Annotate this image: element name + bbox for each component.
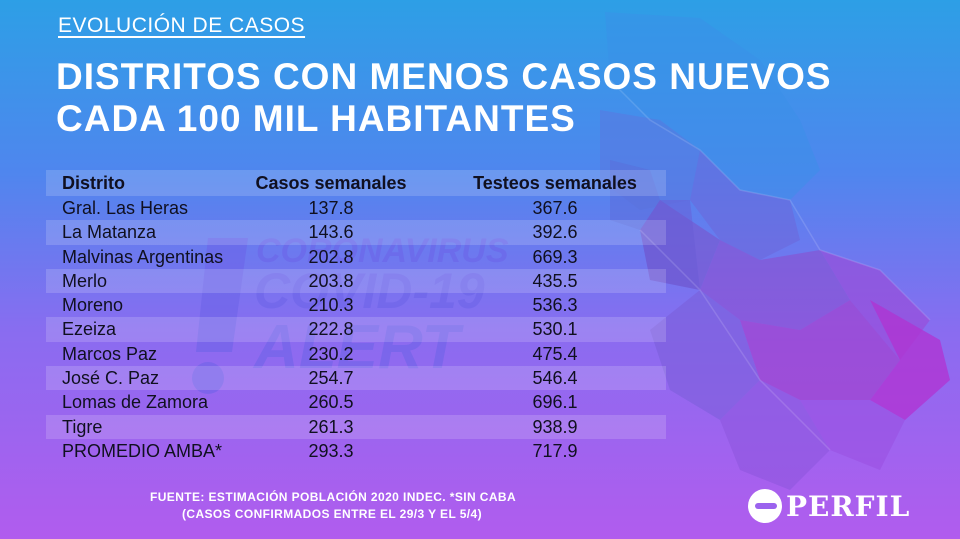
kicker-label: EVOLUCIÓN DE CASOS	[58, 14, 306, 37]
cell-testeos-semanales: 717.9	[532, 440, 578, 461]
table-row: Merlo 203.8 435.5	[46, 268, 666, 294]
footnote-line-2: (CASOS CONFIRMADOS ENTRE EL 29/3 Y EL 5/…	[182, 507, 482, 521]
cell-distrito: Marcos Paz	[62, 343, 158, 364]
cell-testeos-semanales: 536.3	[532, 295, 578, 316]
watermark-line-2: COVID-19	[254, 263, 485, 319]
column-header-testeos: Testeos semanales	[473, 173, 637, 193]
cell-distrito: Malvinas Argentinas	[62, 246, 224, 267]
cell-distrito: Ezeiza	[62, 319, 117, 340]
cell-casos-semanales: 254.7	[308, 368, 354, 389]
cell-casos-semanales: 143.6	[308, 222, 354, 243]
cell-casos-semanales: 222.8	[308, 319, 354, 340]
cell-casos-semanales: 137.8	[308, 198, 354, 218]
table-row: PROMEDIO AMBA* 293.3 717.9	[46, 439, 666, 463]
table-row: Moreno 210.3 536.3	[46, 293, 666, 317]
cell-distrito: Moreno	[62, 295, 124, 316]
perfil-logo: PERFIL	[748, 488, 910, 524]
cell-testeos-semanales: 546.4	[532, 368, 578, 389]
table-row: José C. Paz 254.7 546.4	[46, 366, 666, 391]
cell-testeos-semanales: 475.4	[532, 343, 578, 364]
table-row: Gral. Las Heras 137.8 367.6	[46, 196, 666, 220]
footnote-line-1: FUENTE: ESTIMACIÓN POBLACIÓN 2020 INDEC.…	[150, 490, 517, 504]
cell-casos-semanales: 260.5	[308, 392, 354, 413]
page-title: DISTRITOS CON MENOS CASOS NUEVOS CADA 10…	[56, 56, 832, 139]
watermark-line-1: CORONAVIRUS	[256, 232, 509, 270]
source-footnote: FUENTE: ESTIMACIÓN POBLACIÓN 2020 INDEC.…	[150, 489, 570, 523]
cell-testeos-semanales: 392.6	[532, 222, 578, 243]
cell-testeos-semanales: 367.6	[532, 198, 578, 218]
cell-testeos-semanales: 696.1	[532, 392, 578, 413]
table-row: Malvinas Argentinas 202.8 669.3	[46, 245, 666, 269]
watermark-line-3: ALERT	[252, 313, 465, 382]
cell-casos-semanales: 210.3	[308, 295, 354, 316]
cell-distrito: Gral. Las Heras	[62, 198, 189, 218]
cell-distrito: Tigre	[62, 416, 103, 437]
cell-testeos-semanales: 938.9	[532, 416, 578, 437]
cell-distrito: José C. Paz	[62, 368, 160, 389]
cell-casos-semanales: 230.2	[308, 343, 354, 364]
column-header-distrito: Distrito	[62, 173, 125, 193]
cell-distrito: Lomas de Zamora	[62, 392, 209, 413]
cell-testeos-semanales: 530.1	[532, 319, 578, 340]
table-header-row: Distrito Casos semanales Testeos semanal…	[46, 170, 666, 196]
table-row: Ezeiza 222.8 530.1	[46, 317, 666, 342]
cell-casos-semanales: 203.8	[308, 270, 354, 291]
cell-testeos-semanales: 435.5	[532, 270, 578, 291]
perfil-logo-icon	[748, 489, 782, 523]
cell-distrito: La Matanza	[62, 222, 157, 243]
cell-distrito: PROMEDIO AMBA*	[62, 440, 223, 461]
table-row: Marcos Paz 230.2 475.4	[46, 342, 666, 366]
table-row: Tigre 261.3 938.9	[46, 414, 666, 439]
cell-casos-semanales: 261.3	[308, 416, 354, 437]
perfil-logo-text: PERFIL	[786, 489, 911, 523]
cell-casos-semanales: 202.8	[308, 246, 354, 267]
table-row: Lomas de Zamora 260.5 696.1	[46, 390, 666, 414]
districts-table: Distrito Casos semanales Testeos semanal…	[46, 170, 666, 463]
column-header-casos: Casos semanales	[255, 173, 407, 193]
cell-testeos-semanales: 669.3	[532, 246, 578, 267]
cell-distrito: Merlo	[62, 270, 108, 291]
table-row: La Matanza 143.6 392.6	[46, 220, 666, 245]
cell-casos-semanales: 293.3	[308, 440, 354, 461]
